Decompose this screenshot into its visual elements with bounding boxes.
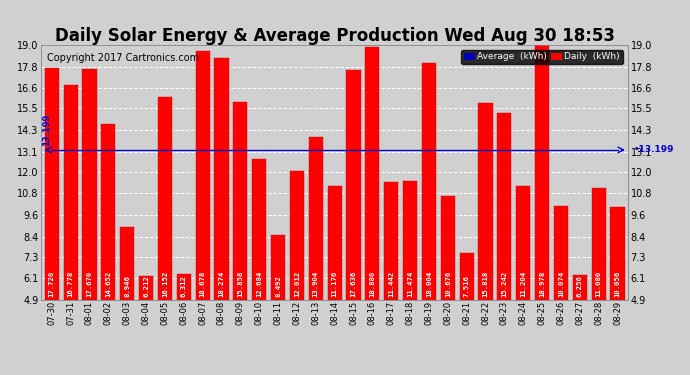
Bar bbox=[460, 253, 474, 300]
Bar bbox=[82, 69, 97, 300]
Text: Copyright 2017 Cartronics.com: Copyright 2017 Cartronics.com bbox=[47, 53, 199, 63]
Text: 10.676: 10.676 bbox=[445, 271, 451, 297]
Bar bbox=[346, 70, 361, 300]
Text: 10.074: 10.074 bbox=[558, 271, 564, 297]
Bar bbox=[422, 63, 436, 300]
Text: 8.492: 8.492 bbox=[275, 275, 281, 297]
Bar bbox=[120, 227, 135, 300]
Bar bbox=[403, 181, 417, 300]
Text: 13.904: 13.904 bbox=[313, 271, 319, 297]
Bar bbox=[45, 68, 59, 300]
Text: 12.684: 12.684 bbox=[256, 271, 262, 297]
Bar bbox=[215, 58, 228, 300]
Text: 11.442: 11.442 bbox=[388, 271, 394, 297]
Bar bbox=[252, 159, 266, 300]
Bar bbox=[271, 235, 285, 300]
Bar bbox=[195, 51, 210, 300]
Bar bbox=[554, 206, 568, 300]
Bar bbox=[177, 274, 191, 300]
Bar bbox=[308, 137, 323, 300]
Text: 11.176: 11.176 bbox=[332, 271, 337, 297]
Bar bbox=[328, 186, 342, 300]
Text: 6.212: 6.212 bbox=[143, 275, 149, 297]
Bar bbox=[591, 188, 606, 300]
Text: 11.080: 11.080 bbox=[595, 271, 602, 297]
Text: 16.152: 16.152 bbox=[162, 271, 168, 297]
Legend: Average  (kWh), Daily  (kWh): Average (kWh), Daily (kWh) bbox=[461, 50, 623, 64]
Bar bbox=[478, 102, 493, 300]
Text: 18.880: 18.880 bbox=[369, 271, 375, 297]
Text: 17.670: 17.670 bbox=[86, 271, 92, 297]
Text: 10.056: 10.056 bbox=[615, 271, 620, 297]
Text: 12.012: 12.012 bbox=[294, 271, 300, 297]
Bar bbox=[516, 186, 531, 300]
Text: 6.312: 6.312 bbox=[181, 275, 187, 297]
Text: 17.636: 17.636 bbox=[351, 271, 357, 297]
Text: 16.778: 16.778 bbox=[68, 271, 74, 297]
Bar bbox=[63, 85, 78, 300]
Text: 18.004: 18.004 bbox=[426, 271, 432, 297]
Text: 15.818: 15.818 bbox=[482, 271, 489, 297]
Text: 15.858: 15.858 bbox=[237, 271, 244, 297]
Bar bbox=[139, 276, 153, 300]
Text: 15.242: 15.242 bbox=[502, 271, 507, 297]
Bar bbox=[290, 171, 304, 300]
Bar bbox=[441, 195, 455, 300]
Text: 11.474: 11.474 bbox=[407, 271, 413, 297]
Bar bbox=[611, 207, 624, 300]
Text: 14.652: 14.652 bbox=[106, 271, 111, 297]
Title: Daily Solar Energy & Average Production Wed Aug 30 18:53: Daily Solar Energy & Average Production … bbox=[55, 27, 615, 45]
Bar bbox=[101, 124, 115, 300]
Bar bbox=[365, 47, 380, 300]
Text: 17.720: 17.720 bbox=[49, 271, 55, 297]
Text: •13.199: •13.199 bbox=[634, 146, 674, 154]
Text: 11.204: 11.204 bbox=[520, 271, 526, 297]
Bar bbox=[497, 113, 511, 300]
Text: 7.516: 7.516 bbox=[464, 275, 470, 297]
Text: 13.199: 13.199 bbox=[41, 114, 50, 146]
Text: 8.946: 8.946 bbox=[124, 275, 130, 297]
Bar bbox=[233, 102, 248, 300]
Bar bbox=[573, 276, 587, 300]
Bar bbox=[384, 182, 398, 300]
Bar bbox=[158, 96, 172, 300]
Text: 6.256: 6.256 bbox=[577, 275, 583, 297]
Bar bbox=[535, 45, 549, 300]
Text: 18.274: 18.274 bbox=[219, 271, 224, 297]
Text: 18.678: 18.678 bbox=[199, 271, 206, 297]
Text: 18.978: 18.978 bbox=[539, 271, 545, 297]
